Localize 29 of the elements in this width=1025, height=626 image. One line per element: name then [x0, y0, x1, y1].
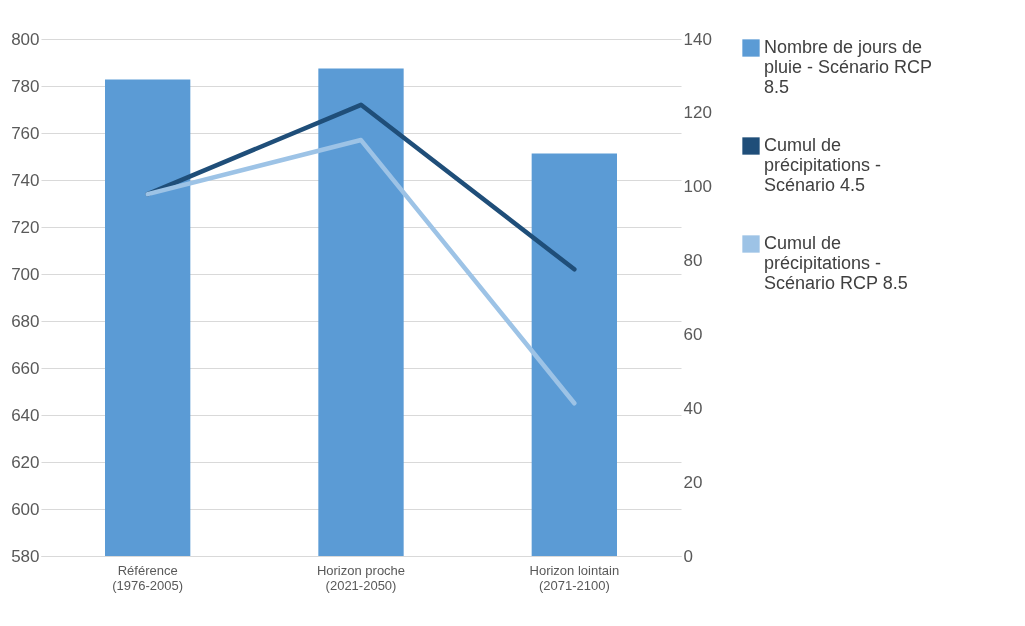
y2-tick-label: 40	[683, 398, 703, 418]
y2-tick-label: 100	[683, 177, 712, 197]
y-tick-label: 620	[11, 452, 40, 472]
y-tick-label: 700	[11, 264, 40, 284]
bar	[318, 68, 404, 556]
y-tick-label: 720	[11, 217, 40, 237]
y-tick-label: 600	[11, 499, 40, 519]
y-tick-label: 780	[11, 76, 40, 96]
y-tick-label: 660	[11, 358, 40, 378]
y-tick-label: 680	[11, 311, 40, 331]
bar	[531, 153, 617, 556]
y-tick-label: 760	[11, 123, 40, 143]
y2-tick-label: 80	[683, 251, 703, 271]
y-tick-label: 580	[11, 546, 40, 566]
bar	[105, 79, 191, 556]
x-tick-label: Horizon proche (2021-2050)	[316, 562, 406, 593]
legend-label: Cumul de précipitations - Scénario 4.5	[764, 135, 882, 195]
y2-tick-label: 120	[683, 103, 712, 123]
y-tick-label: 800	[11, 29, 40, 49]
y-tick-label: 640	[11, 405, 40, 425]
y2-tick-label: 20	[683, 472, 703, 492]
legend-label: Cumul de précipitations - Scénario RCP 8.5	[764, 233, 908, 293]
x-tick-label: Référence (1976-2005)	[112, 562, 184, 593]
y2-tick-label: 0	[683, 546, 693, 566]
y-tick-label: 740	[11, 170, 40, 190]
y2-tick-label: 140	[683, 29, 712, 49]
legend-label: Nombre de jours de pluie - Scénario RCP 8.5	[764, 37, 933, 97]
x-tick-label: Horizon lointain (2071-2100)	[529, 562, 620, 593]
y2-tick-label: 60	[683, 324, 703, 344]
